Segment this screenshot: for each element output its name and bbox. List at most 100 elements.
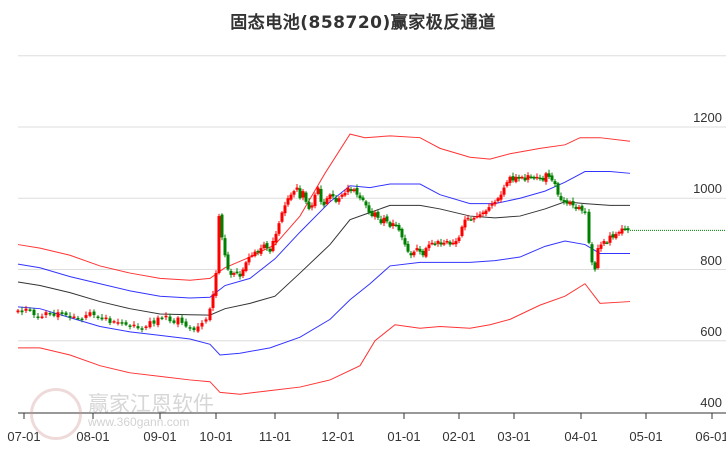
candle-body	[484, 210, 488, 214]
candle-body	[614, 233, 618, 239]
candle-body	[235, 271, 239, 274]
candle-body	[602, 241, 606, 244]
candle-body	[451, 242, 455, 245]
candle-body	[421, 250, 425, 256]
candle-body	[72, 316, 76, 319]
candle-body	[376, 211, 380, 218]
candle-body	[148, 321, 152, 328]
candle-body	[292, 191, 296, 195]
candle-body	[244, 262, 248, 271]
candle-body	[463, 219, 467, 228]
candle-body	[280, 212, 284, 222]
candle-body	[535, 176, 539, 179]
x-tick-label: 03-01	[497, 429, 531, 444]
candle-body	[180, 317, 184, 323]
x-tick-label: 06-01	[695, 429, 726, 444]
watermark-text: 赢家江恩软件	[88, 392, 214, 416]
candle-body	[517, 176, 521, 179]
candle-body	[211, 294, 215, 308]
candle-body	[100, 317, 104, 320]
candle-body	[331, 193, 335, 197]
candle-body	[136, 326, 140, 329]
candle-body	[226, 254, 230, 270]
candle-body	[259, 248, 263, 254]
candle-body	[493, 201, 497, 205]
candle-body	[514, 176, 518, 182]
candle-body	[412, 251, 416, 256]
candle-body	[247, 257, 251, 263]
candle-body	[361, 197, 365, 201]
x-tick-label: 10-01	[199, 429, 233, 444]
x-tick-label: 12-01	[321, 429, 355, 444]
x-tick-label: 05-01	[629, 429, 663, 444]
chart-title: 固态电池(858720)赢家极反通道	[230, 13, 496, 33]
candle-body	[541, 177, 545, 181]
candle-body	[587, 211, 591, 243]
candle-body	[596, 248, 600, 269]
candle-body	[593, 262, 597, 270]
candle-body	[472, 217, 476, 220]
candle-body	[580, 205, 584, 211]
candle-body	[16, 310, 20, 313]
candle-body	[571, 201, 575, 206]
candle-body	[200, 322, 204, 327]
candle-body	[144, 326, 148, 328]
candle-body	[445, 241, 449, 243]
gridlines	[18, 55, 726, 342]
lower_inner-line	[17, 240, 630, 356]
candle-body	[605, 242, 609, 244]
candle-body	[328, 194, 332, 199]
x-tick-label: 11-01	[258, 429, 292, 444]
candle-body	[427, 244, 431, 249]
candle-body	[132, 324, 136, 327]
upper_outer-line	[17, 133, 631, 281]
candle-body	[253, 251, 257, 256]
candle-body	[577, 207, 581, 209]
candle-body	[32, 309, 36, 316]
candle-body	[466, 217, 470, 220]
candle-body	[214, 273, 218, 296]
candle-body	[391, 223, 395, 227]
candle-body	[196, 326, 200, 332]
candle-body	[620, 228, 624, 234]
candle-body	[24, 308, 28, 311]
candle-body	[559, 196, 563, 201]
candle-body	[355, 187, 359, 195]
candle-body	[343, 192, 347, 196]
candle-body	[617, 232, 621, 234]
candle-body	[52, 313, 56, 316]
candle-body	[496, 198, 500, 202]
y-tick-label: 1200	[693, 110, 722, 125]
candle-body	[430, 242, 434, 245]
candle-body	[307, 201, 311, 209]
x-tick-label: 02-01	[442, 429, 476, 444]
candle-body	[28, 309, 32, 311]
candle-body	[457, 237, 461, 241]
candle-body	[313, 194, 317, 207]
candle-body	[538, 177, 542, 180]
candle-body	[241, 269, 245, 276]
candle-body	[532, 176, 536, 179]
candle-body	[436, 241, 440, 244]
candle-body	[568, 201, 572, 205]
candle-body	[304, 192, 308, 202]
candle-body	[60, 312, 64, 315]
candlesticks	[16, 169, 630, 333]
candle-body	[358, 195, 362, 199]
candle-body	[599, 244, 603, 249]
candle-body	[583, 211, 587, 213]
candle-body	[217, 216, 221, 274]
candle-body	[289, 194, 293, 200]
candle-body	[88, 312, 92, 316]
candle-body	[409, 253, 413, 256]
candle-body	[124, 322, 128, 325]
candle-body	[64, 312, 68, 316]
y-tick-label: 800	[700, 252, 722, 268]
candle-body	[274, 233, 278, 243]
candle-body	[325, 198, 329, 204]
candle-body	[120, 322, 124, 324]
lower_outer-line	[18, 283, 631, 395]
candle-body	[394, 224, 398, 227]
watermark-seal-icon	[30, 388, 82, 440]
